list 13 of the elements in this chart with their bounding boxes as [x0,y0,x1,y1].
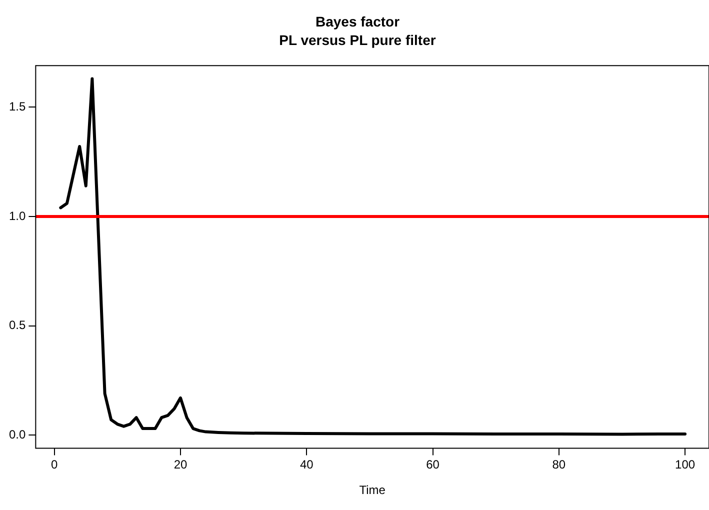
x-tick-label: 20 [174,458,188,472]
chart-subtitle: PL versus PL pure filter [279,32,436,48]
y-tick-label: 0.0 [8,427,26,442]
y-tick-label: 0.5 [8,318,26,332]
x-tick-label: 40 [300,458,314,472]
x-tick-label: 100 [675,458,696,472]
x-tick-label: 60 [426,458,440,472]
y-tick-label: 1.5 [8,99,26,114]
chart-title: Bayes factor [315,13,400,30]
x-axis-title: Time [359,483,386,498]
y-tick-label: 1.0 [8,208,26,223]
x-tick-label: 0 [51,458,58,472]
x-tick-label: 80 [552,458,566,472]
